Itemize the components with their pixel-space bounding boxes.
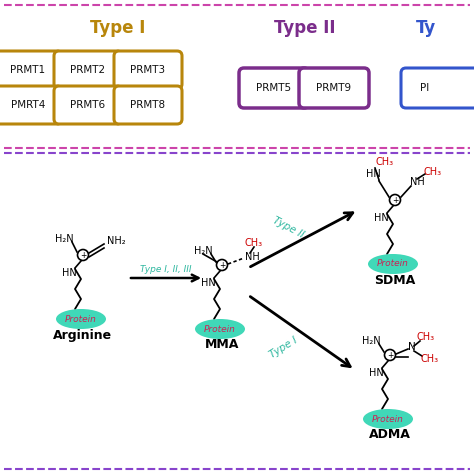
FancyBboxPatch shape bbox=[0, 51, 62, 89]
Text: Protein: Protein bbox=[65, 315, 97, 323]
Text: +: + bbox=[387, 351, 393, 360]
Text: SDMA: SDMA bbox=[374, 273, 416, 286]
Text: HN: HN bbox=[62, 268, 76, 278]
Text: CH₃: CH₃ bbox=[245, 238, 263, 248]
Text: +: + bbox=[219, 261, 225, 270]
FancyBboxPatch shape bbox=[114, 86, 182, 124]
Text: Arginine: Arginine bbox=[54, 328, 112, 341]
Text: PMRT4: PMRT4 bbox=[11, 100, 45, 110]
Text: Type I, II, III: Type I, II, III bbox=[140, 264, 192, 273]
Text: Type II: Type II bbox=[271, 216, 305, 240]
FancyBboxPatch shape bbox=[54, 51, 122, 89]
Ellipse shape bbox=[368, 254, 418, 274]
Text: Protein: Protein bbox=[377, 259, 409, 268]
Text: H₂N: H₂N bbox=[55, 234, 73, 244]
Text: HN: HN bbox=[201, 278, 215, 288]
FancyBboxPatch shape bbox=[239, 68, 309, 108]
FancyBboxPatch shape bbox=[401, 68, 474, 108]
Text: N: N bbox=[408, 342, 416, 352]
Text: HN: HN bbox=[365, 169, 380, 179]
Ellipse shape bbox=[195, 319, 245, 339]
Ellipse shape bbox=[363, 409, 413, 429]
Text: PRMT5: PRMT5 bbox=[256, 83, 292, 93]
Text: Protein: Protein bbox=[372, 414, 404, 423]
FancyBboxPatch shape bbox=[299, 68, 369, 108]
Text: +: + bbox=[80, 251, 86, 260]
Text: NH: NH bbox=[410, 177, 424, 187]
Text: CH₃: CH₃ bbox=[417, 332, 435, 342]
Text: HN: HN bbox=[369, 368, 383, 378]
Text: ADMA: ADMA bbox=[369, 428, 411, 441]
Text: PRMT8: PRMT8 bbox=[130, 100, 165, 110]
Text: CH₃: CH₃ bbox=[424, 167, 442, 177]
Text: H₂N: H₂N bbox=[194, 246, 212, 256]
Text: MMA: MMA bbox=[205, 338, 239, 352]
FancyBboxPatch shape bbox=[54, 86, 122, 124]
FancyBboxPatch shape bbox=[114, 51, 182, 89]
Text: Type II: Type II bbox=[274, 19, 336, 37]
Text: NH₂: NH₂ bbox=[107, 236, 126, 246]
Text: PRMT1: PRMT1 bbox=[10, 65, 46, 75]
Text: PRMT6: PRMT6 bbox=[71, 100, 106, 110]
Text: H₂N: H₂N bbox=[362, 336, 380, 346]
Ellipse shape bbox=[56, 309, 106, 329]
Text: PRMT3: PRMT3 bbox=[130, 65, 165, 75]
Text: Type I: Type I bbox=[91, 19, 146, 37]
Text: PRMT9: PRMT9 bbox=[317, 83, 352, 93]
Text: +: + bbox=[392, 196, 398, 205]
FancyBboxPatch shape bbox=[0, 86, 62, 124]
Text: CH₃: CH₃ bbox=[421, 354, 439, 364]
Text: PRMT2: PRMT2 bbox=[71, 65, 106, 75]
Text: HN: HN bbox=[374, 213, 388, 223]
Text: NH: NH bbox=[245, 252, 259, 262]
Text: Ty: Ty bbox=[416, 19, 436, 37]
Text: Type I: Type I bbox=[267, 336, 299, 360]
Text: Protein: Protein bbox=[204, 325, 236, 334]
Text: CH₃: CH₃ bbox=[376, 157, 394, 167]
Text: Pl: Pl bbox=[420, 83, 429, 93]
